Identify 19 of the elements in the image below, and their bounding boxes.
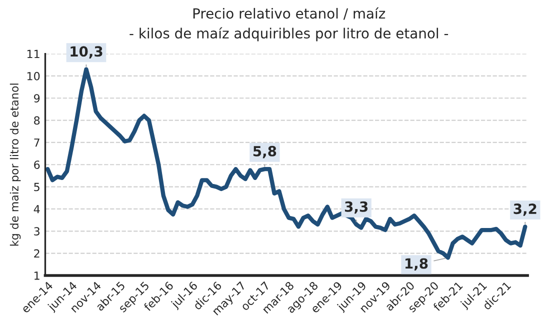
data-label: 1,8: [405, 258, 428, 270]
data-label: 10,3: [70, 46, 102, 58]
data-label: 5,8: [253, 146, 276, 158]
y-axis-title: kg de maiz por litro de etanol: [10, 84, 21, 246]
y-tick-label: 5: [34, 182, 40, 192]
y-tick-label: 7: [34, 138, 40, 147]
y-tick-label: 10: [27, 72, 40, 80]
data-label: 3,2: [514, 204, 536, 216]
y-tick-label: 2: [34, 249, 40, 258]
chart-title: Precio relativo etanol / maíz: [193, 7, 386, 20]
y-tick-label: 8: [34, 116, 40, 125]
y-tick-label: 11: [27, 50, 40, 58]
data-label: 3,3: [344, 201, 368, 214]
y-tick-label: 6: [34, 160, 40, 170]
y-tick-label: 1: [34, 272, 40, 280]
y-tick-label: 3: [34, 227, 40, 236]
y-tick-label: 9: [34, 94, 40, 103]
chart-subtitle: - kilos de maíz adquiribles por litro de etanol -: [130, 27, 448, 42]
y-tick-label: 4: [34, 205, 40, 214]
